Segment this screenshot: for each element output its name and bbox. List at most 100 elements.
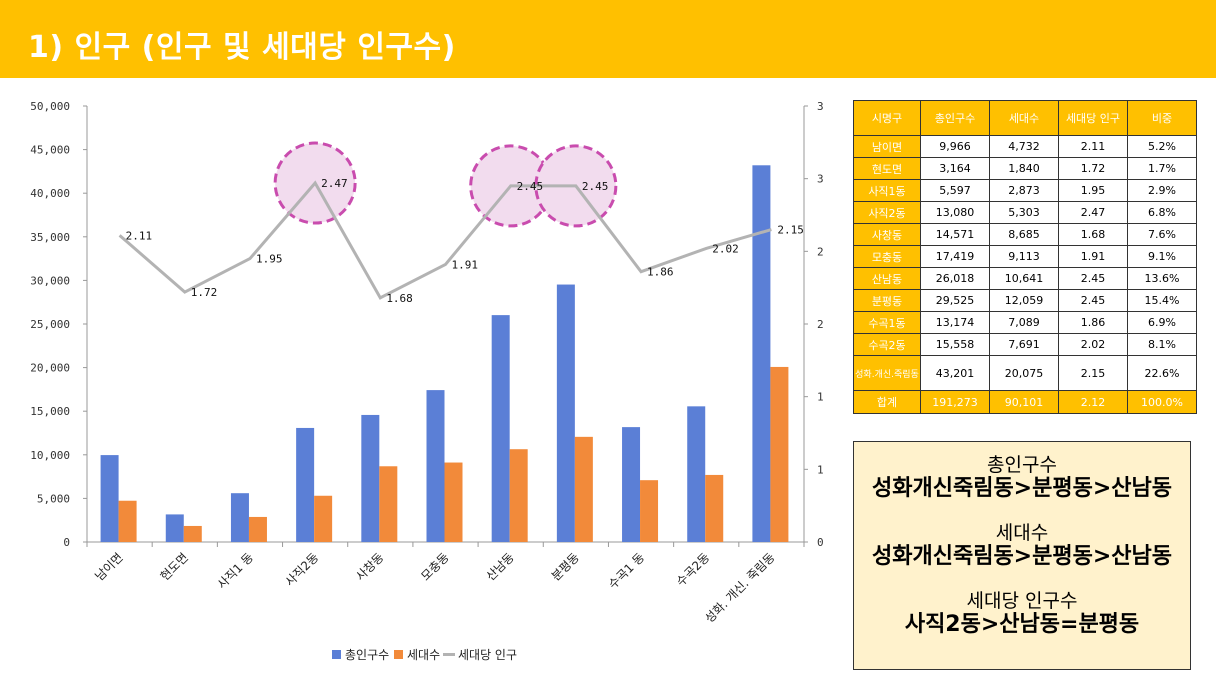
population-chart: 0 5,000 10,000 15,000 20,000 25,000 30,000 35,0… [30, 100, 824, 662]
y-tick-label: 10,000 [30, 449, 70, 462]
y-tick-label: 50,000 [30, 100, 70, 113]
table-row: 모충동 17,419 9,113 1.91 9.1% [853, 245, 1197, 268]
table-cell: 20,075 [989, 355, 1059, 391]
table-cell: 1.95 [1058, 179, 1128, 202]
table-cell: 7,089 [989, 311, 1059, 334]
table-row: 현도면 3,164 1,840 1.72 1.7% [853, 157, 1197, 180]
bar-households [314, 495, 333, 542]
table-cell: 15,558 [920, 333, 990, 356]
y-tick-label: 35,000 [30, 231, 70, 244]
table-cell: 43,201 [920, 355, 990, 391]
line-data-label: 1.91 [452, 258, 479, 271]
bar-total-population [556, 284, 575, 542]
summary-hh-title: 세대수 [995, 522, 1049, 544]
table-row-label: 사직2동 [853, 201, 921, 224]
bar-total-population [361, 414, 380, 542]
table-cell: 9,966 [920, 135, 990, 158]
x-tick-label: 산남동 [483, 550, 516, 583]
population-table: 시명구 총인구수 세대수 세대당 인구 비중 남이면 9,966 4,732 2.11 5.2%… [853, 100, 1197, 414]
table-cell: 6.8% [1127, 201, 1197, 224]
x-tick-label: 모충동 [418, 550, 451, 583]
y2-tick-label: 0 [817, 536, 824, 549]
table-total-cell: 90,101 [989, 390, 1059, 414]
x-tick-label: 남이면 [92, 550, 125, 583]
table-cell: 17,419 [920, 245, 990, 268]
table-row-label: 성화.개신.죽림동 [853, 355, 921, 391]
table-cell: 8.1% [1127, 333, 1197, 356]
bar-households [509, 449, 528, 542]
table-cell: 1.68 [1058, 223, 1128, 246]
table-row-label: 수곡2동 [853, 333, 921, 356]
bar-total-population [100, 455, 119, 542]
table-cell: 1,840 [989, 157, 1059, 180]
y-tick-label: 0 [63, 536, 70, 549]
legend-swatch [332, 650, 341, 659]
bar-total-population [165, 514, 184, 542]
y-tick-label: 45,000 [30, 144, 70, 157]
table-total-cell: 100.0% [1127, 390, 1197, 414]
y-tick-label: 5,000 [37, 492, 70, 505]
y2-tick-label: 3 [817, 173, 824, 186]
x-tick-label: 성화. 개신. 죽림동 [702, 550, 777, 625]
table-header-row: 시명구 총인구수 세대수 세대당 인구 비중 [853, 100, 1197, 136]
bar-total-population [296, 427, 315, 542]
table-cell: 1.91 [1058, 245, 1128, 268]
legend-label: 세대당 인구 [458, 648, 517, 662]
table-cell: 1.72 [1058, 157, 1128, 180]
x-tick-label: 분평동 [549, 550, 582, 583]
x-tick-label: 사창동 [353, 550, 386, 583]
table-row: 사직1동 5,597 2,873 1.95 2.9% [853, 179, 1197, 202]
table-cell: 1.86 [1058, 311, 1128, 334]
table-cell: 8,685 [989, 223, 1059, 246]
y2-tick-label: 1 [817, 391, 824, 404]
line-data-label: 2.45 [582, 180, 609, 193]
x-tick-label: 현도면 [158, 550, 191, 583]
table-row-label: 수곡1동 [853, 311, 921, 334]
table-cell: 13,174 [920, 311, 990, 334]
bar-total-population [752, 165, 771, 542]
table-header-cell: 세대당 인구 [1058, 100, 1128, 136]
table-row: 성화.개신.죽림동 43,201 20,075 2.15 22.6% [853, 355, 1197, 391]
header-bar: 1) 인구 (인구 및 세대당 인구수) [0, 0, 1216, 78]
bar-total-population [687, 406, 706, 542]
table-cell: 5,597 [920, 179, 990, 202]
table-total-row: 합계 191,273 90,101 2.12 100.0% [853, 390, 1197, 414]
bar-households [444, 462, 463, 542]
table-row: 산남동 26,018 10,641 2.45 13.6% [853, 267, 1197, 290]
bar-total-population [426, 390, 445, 542]
y-tick-label: 25,000 [30, 318, 70, 331]
table-cell: 4,732 [989, 135, 1059, 158]
table-cell: 13,080 [920, 201, 990, 224]
bar-households [574, 436, 593, 542]
legend-swatch [394, 650, 403, 659]
bar-households [183, 525, 202, 542]
summary-pop-rank: 성화개신죽림동>분평동>산남동 [872, 476, 1172, 501]
table-row-label: 분평동 [853, 289, 921, 312]
table-cell: 12,059 [989, 289, 1059, 312]
table-row-label: 산남동 [853, 267, 921, 290]
table-cell: 29,525 [920, 289, 990, 312]
table-cell: 2,873 [989, 179, 1059, 202]
table-cell: 2.02 [1058, 333, 1128, 356]
legend-label: 총인구수 [345, 648, 389, 662]
table-cell: 14,571 [920, 223, 990, 246]
bar-households [248, 516, 267, 542]
line-data-label: 2.15 [777, 224, 804, 237]
table-total-cell: 191,273 [920, 390, 990, 414]
table-header-cell: 시명구 [853, 100, 921, 136]
summary-box: 총인구수 성화개신죽림동>분평동>산남동 세대수 성화개신죽림동>분평동>산남동… [853, 441, 1191, 670]
table-row: 분평동 29,525 12,059 2.45 15.4% [853, 289, 1197, 312]
x-tick-label: 사직2동 [283, 550, 322, 589]
table-total-cell: 2.12 [1058, 390, 1128, 414]
table-cell: 13.6% [1127, 267, 1197, 290]
table-total-cell: 합계 [853, 390, 921, 414]
table-row-label: 남이면 [853, 135, 921, 158]
bar-households [770, 366, 789, 542]
x-tick-label: 수곡2동 [674, 550, 713, 589]
table-row: 사직2동 13,080 5,303 2.47 6.8% [853, 201, 1197, 224]
line-per-household [118, 180, 772, 300]
line-data-label: 1.68 [386, 292, 413, 305]
summary-hh-rank: 성화개신죽림동>분평동>산남동 [872, 544, 1172, 569]
table-cell: 15.4% [1127, 289, 1197, 312]
table-cell: 7,691 [989, 333, 1059, 356]
